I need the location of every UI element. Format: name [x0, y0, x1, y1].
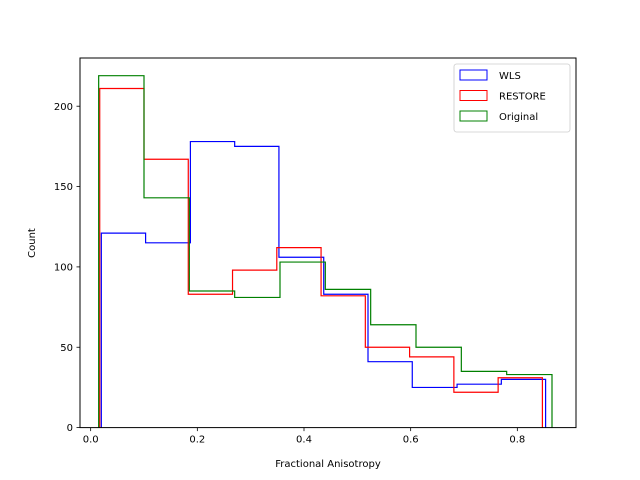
legend-label-original: Original — [499, 112, 538, 123]
x-tick-label: 0.6 — [403, 435, 419, 446]
legend-swatch-original — [459, 110, 488, 122]
x-axis-label: Fractional Anisotropy — [275, 459, 381, 470]
x-tick-label: 0.8 — [509, 435, 525, 446]
series-layer — [98, 75, 553, 428]
legend: WLS RESTORE Original — [453, 63, 571, 133]
x-tick-label: 0.0 — [83, 435, 99, 446]
y-tick-label: 100 — [54, 263, 73, 274]
y-tick-label: 150 — [54, 182, 73, 193]
x-tick-label: 0.2 — [189, 435, 205, 446]
legend-swatch-wls — [459, 69, 488, 81]
y-tick-label: 0 — [67, 423, 73, 434]
y-tick-label: 50 — [60, 343, 73, 354]
legend-frame — [453, 63, 571, 133]
series-wls-step — [100, 140, 547, 428]
x-tick-label: 0.4 — [296, 435, 312, 446]
series-original-step — [98, 75, 553, 428]
legend-label-restore: RESTORE — [499, 92, 546, 103]
y-axis-label: Count — [27, 228, 38, 258]
y-axis: 0 50 100 150 200 — [54, 102, 80, 434]
legend-swatch-restore — [459, 90, 488, 101]
y-tick-label: 200 — [54, 102, 73, 113]
x-axis: 0.0 0.2 0.4 0.6 0.8 — [83, 427, 525, 446]
plot-frame — [79, 57, 577, 429]
legend-label-wls: WLS — [499, 71, 521, 82]
series-restore-step — [99, 87, 543, 428]
